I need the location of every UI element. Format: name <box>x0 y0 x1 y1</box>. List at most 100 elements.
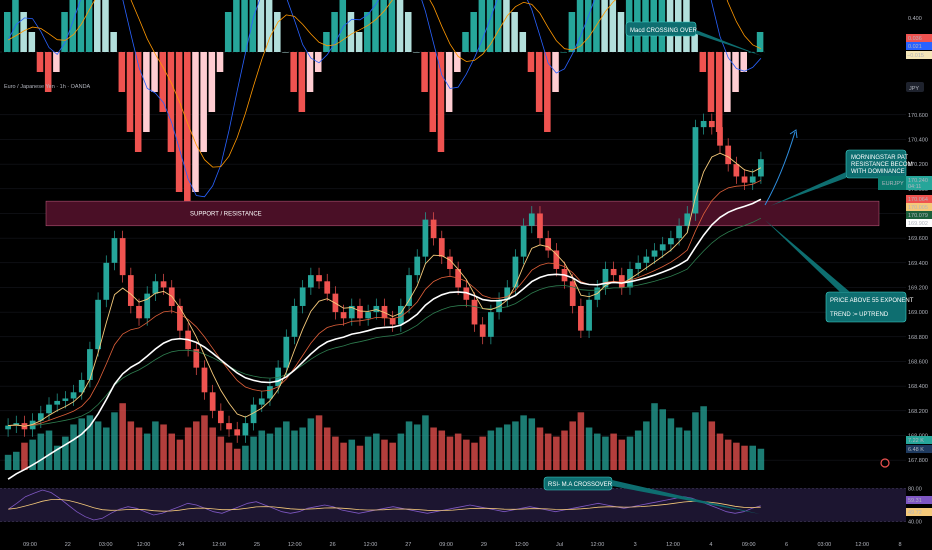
candle-body <box>119 238 126 276</box>
macd-histogram-bar <box>224 12 232 52</box>
volume-bar <box>495 427 503 470</box>
volume-bar <box>700 406 707 470</box>
volume-bar <box>577 412 585 470</box>
macd-histogram-bar <box>699 52 707 72</box>
volume-bar <box>143 433 151 470</box>
volume-bar <box>553 436 560 470</box>
candle-body <box>545 238 552 251</box>
volume-bar <box>119 403 126 470</box>
volume-bar <box>413 424 421 470</box>
volume-bar <box>634 430 642 470</box>
price-tick-label: 169.000 <box>908 310 928 316</box>
time-tick-label: 12:00 <box>591 542 605 548</box>
volume-bar <box>135 427 143 470</box>
candle-body <box>651 250 658 257</box>
rsi-tick-label: 80.00 <box>908 486 922 492</box>
volume-bar <box>536 427 544 470</box>
macd-histogram-bar <box>216 52 224 72</box>
volume-bar <box>528 418 536 470</box>
ema-mid-line <box>8 180 762 427</box>
volume-bar <box>78 418 86 470</box>
macd-histogram-bar <box>617 12 625 52</box>
volume-bar <box>168 433 176 470</box>
volume-bar <box>94 421 102 470</box>
macd-callout <box>625 21 697 37</box>
candle-body <box>504 287 511 300</box>
time-tick-label: 09:00 <box>23 542 37 548</box>
time-tick-label: 09:00 <box>439 542 453 548</box>
currency-badge[interactable] <box>906 82 924 92</box>
candle-body <box>54 400 61 405</box>
volume-bar <box>643 421 650 470</box>
macd-histogram-bar <box>707 52 715 112</box>
price-label-group: EURJPY 170.240 04:11 170.064 170.005 170… <box>878 34 932 516</box>
rsi-tick-label: 40.00 <box>908 520 922 526</box>
rsi-callout-text: RSI- M.A CROSSOVER <box>548 482 613 488</box>
ema-c-box <box>906 211 932 219</box>
candle-body <box>471 299 478 325</box>
candle-body <box>569 281 576 306</box>
last-price-tag[interactable] <box>878 176 906 190</box>
symbol-title: Euro / Japanese Yen · 1h · OANDA <box>4 84 91 90</box>
macd-callout-pointer <box>696 30 762 56</box>
volume-label-box-1 <box>906 436 932 444</box>
candle-body <box>234 429 241 436</box>
macd-label-box-2 <box>906 42 932 50</box>
candle-body <box>463 287 470 300</box>
macd-histogram-bar <box>339 0 347 52</box>
candle-body <box>692 127 699 214</box>
volume-bar <box>274 427 282 470</box>
candle-body <box>103 262 110 300</box>
volume-bar <box>683 430 691 470</box>
volume-bar <box>463 439 470 470</box>
candle-body <box>406 275 412 306</box>
volume-bar <box>356 445 364 470</box>
rsi-label-box-2 <box>906 508 932 516</box>
alert-icon[interactable] <box>880 458 890 468</box>
macd-histogram-bar <box>486 0 494 52</box>
projection-arrowhead <box>789 129 798 139</box>
volume-bar <box>299 427 306 470</box>
macd-line <box>7 0 762 198</box>
volume-bar <box>37 433 45 470</box>
volume-bar <box>593 433 601 470</box>
macd-histogram-bar <box>265 0 273 52</box>
macd-histogram-bar <box>560 52 567 53</box>
macd-histogram-bar <box>151 52 158 92</box>
volume-bar <box>733 442 740 470</box>
macd-histogram-bar <box>470 12 477 52</box>
macd-histogram-bar <box>396 0 404 52</box>
macd-histogram-bar <box>306 52 314 92</box>
time-axis: 09:00 22 03:00 12:00 24 12:00 25 12:00 26 12:00 27… <box>23 542 901 548</box>
volume-bar <box>520 415 527 470</box>
candle-body <box>537 213 543 239</box>
ema55-line <box>7 198 762 480</box>
volume-bar <box>209 427 216 470</box>
volume-bar <box>242 445 249 470</box>
last-price-box[interactable] <box>906 176 932 190</box>
rsi-ma-line <box>8 498 761 512</box>
pattern-callout-line3: WITH DOMINANCE <box>851 169 905 175</box>
ema55-value: 169.902 <box>908 221 928 227</box>
volume-bar <box>438 430 446 470</box>
price-tick-label: 168.600 <box>908 359 928 365</box>
ema-c-value: 170.079 <box>908 213 928 219</box>
volume-bar <box>422 415 429 470</box>
volume-bar <box>724 439 732 470</box>
volume-bar <box>160 424 167 470</box>
pattern-callout-line1: MORNINGSTAR PAT <box>851 155 908 161</box>
volume-bar <box>446 436 454 470</box>
time-tick-label: 24 <box>178 542 184 548</box>
macd-label-box-1 <box>906 34 932 42</box>
candle-body <box>160 281 167 288</box>
candle-body <box>136 305 142 319</box>
time-tick-label: 12:00 <box>515 542 529 548</box>
candle-body <box>316 275 322 282</box>
rsi-callout-pointer <box>612 480 760 514</box>
candle-body <box>659 244 666 251</box>
volume-bars <box>4 403 765 470</box>
grid-lines <box>0 114 906 461</box>
macd-histogram-bar <box>282 52 289 53</box>
macd-histogram-bar <box>519 32 527 52</box>
